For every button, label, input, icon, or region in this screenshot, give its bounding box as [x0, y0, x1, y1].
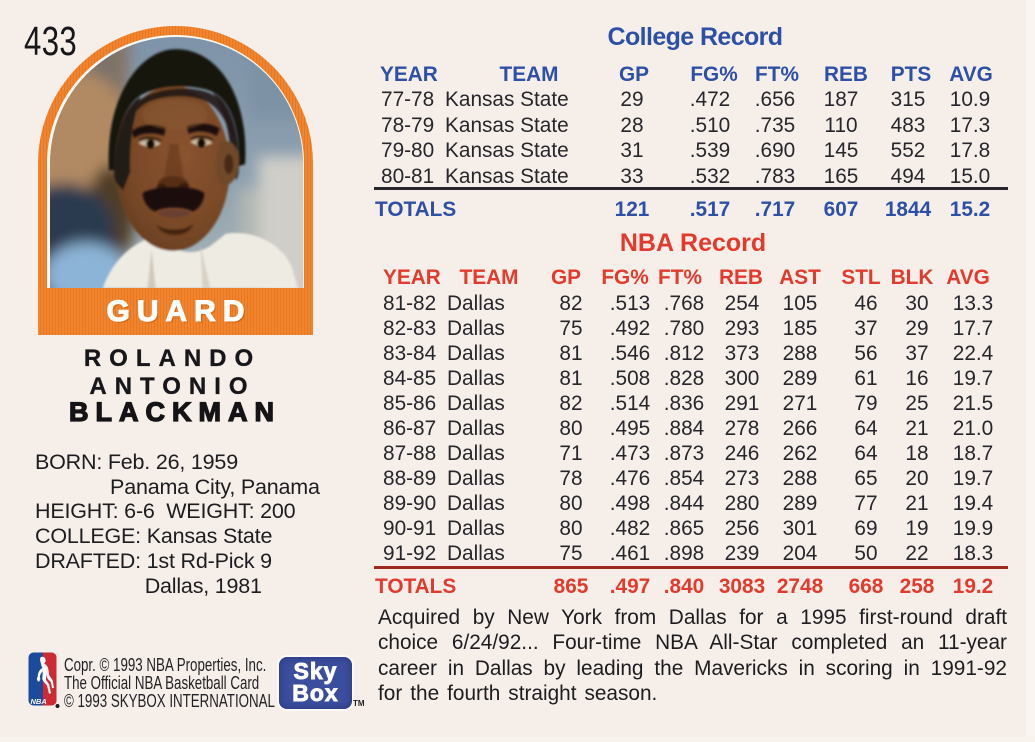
svg-text:NBA: NBA [31, 697, 47, 706]
